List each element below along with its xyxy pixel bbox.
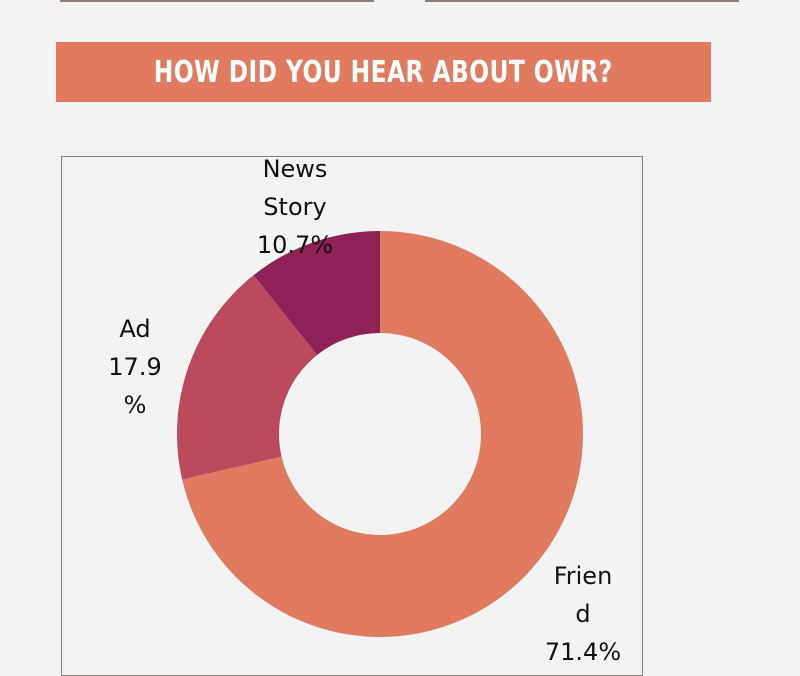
top-divider-left — [60, 0, 374, 2]
title-banner: HOW DID YOU HEAR ABOUT OWR? — [56, 42, 711, 102]
slice-label-news-story: News Story 10.7% — [256, 155, 334, 259]
slice-label-friend: Frien d 71.4% — [544, 562, 622, 666]
slice-friend — [182, 231, 584, 637]
donut-chart — [176, 231, 584, 637]
chart-title: HOW DID YOU HEAR ABOUT OWR? — [154, 54, 613, 90]
slice-ad — [176, 275, 318, 480]
slice-news-story — [253, 231, 380, 355]
top-divider-right — [425, 0, 739, 2]
slice-label-ad: Ad 17.9 % — [108, 315, 162, 419]
